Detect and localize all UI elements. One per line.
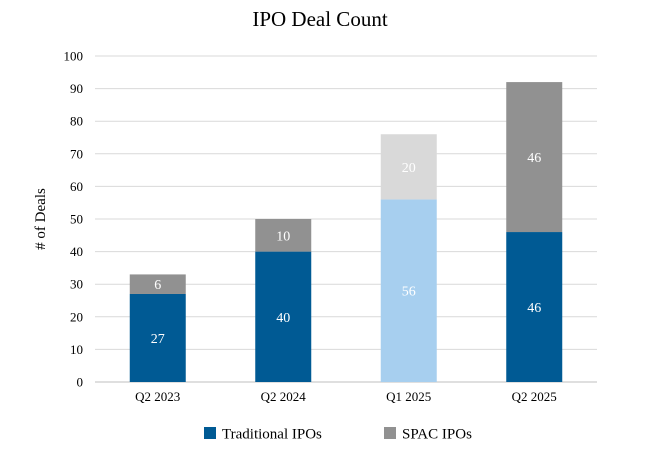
y-tick-label: 10 xyxy=(70,342,83,357)
axis-ticks: 0 10 20 30 40 50 60 70 80 90 100 Q2 2023 Q2 2024 Q1 2… xyxy=(64,49,557,405)
x-tick-label: Q2 2023 xyxy=(135,389,180,404)
data-label: 46 xyxy=(527,151,541,166)
y-tick-label: 30 xyxy=(70,277,83,292)
data-labels: 27 6 40 10 56 20 46 46 xyxy=(151,151,542,347)
y-tick-label: 80 xyxy=(70,114,83,129)
bars xyxy=(129,82,563,382)
bar-spac-ipos xyxy=(129,274,186,294)
data-label: 20 xyxy=(402,161,416,176)
bar-traditional-ipos xyxy=(255,251,312,382)
y-tick-label: 60 xyxy=(70,179,83,194)
y-axis-label: # of Deals xyxy=(33,188,49,250)
y-tick-label: 100 xyxy=(64,49,84,64)
x-tick-label: Q1 2025 xyxy=(386,389,431,404)
bar-spac-ipos xyxy=(255,219,312,252)
legend-swatch-spac-ipos xyxy=(384,427,396,439)
legend-label: Traditional IPOs xyxy=(222,427,322,443)
data-label: 40 xyxy=(276,311,290,326)
y-tick-label: 70 xyxy=(70,146,83,161)
legend-label: SPAC IPOs xyxy=(402,427,472,443)
y-tick-label: 0 xyxy=(77,375,84,390)
y-tick-label: 90 xyxy=(70,81,83,96)
bar-spac-ipos xyxy=(506,82,563,233)
data-label: 46 xyxy=(527,301,541,316)
y-tick-label: 50 xyxy=(70,212,83,227)
bar-traditional-ipos xyxy=(129,293,186,382)
chart-title: IPO Deal Count xyxy=(252,7,387,31)
bar-spac-ipos xyxy=(380,134,437,200)
data-label: 6 xyxy=(154,278,161,293)
bar-traditional-ipos xyxy=(380,199,437,382)
data-label: 27 xyxy=(151,332,165,347)
data-label: 10 xyxy=(276,229,290,244)
x-tick-label: Q2 2025 xyxy=(512,389,557,404)
legend-swatch-traditional-ipos xyxy=(204,427,216,439)
x-tick-label: Q2 2024 xyxy=(261,389,307,404)
bar-traditional-ipos xyxy=(506,232,563,382)
data-label: 56 xyxy=(402,285,416,300)
y-tick-label: 20 xyxy=(70,309,83,324)
y-tick-label: 40 xyxy=(70,244,83,259)
legend: Traditional IPOs SPAC IPOs xyxy=(204,427,472,443)
